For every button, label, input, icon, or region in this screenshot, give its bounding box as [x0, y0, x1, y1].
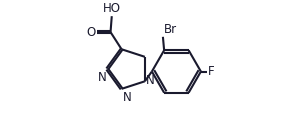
- Text: Br: Br: [163, 23, 177, 36]
- Text: O: O: [87, 26, 96, 39]
- Text: HO: HO: [103, 2, 121, 15]
- Text: N: N: [97, 71, 106, 84]
- Text: N: N: [123, 91, 131, 104]
- Text: F: F: [208, 65, 214, 78]
- Text: N: N: [146, 74, 155, 87]
